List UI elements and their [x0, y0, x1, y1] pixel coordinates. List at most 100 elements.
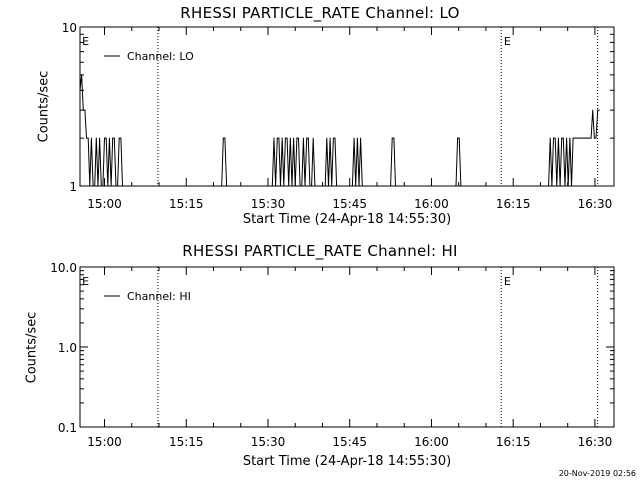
plot1-data-point — [549, 137, 551, 139]
plot1-data-point — [557, 137, 559, 139]
plot1-data-point — [457, 137, 459, 139]
plot1-data-point — [326, 137, 328, 139]
plot2-xtick-label: 16:15 — [496, 435, 531, 449]
plot1-data-point — [120, 137, 122, 139]
plot1-data-point — [82, 109, 84, 111]
plot2-ytick-label: 0.1 — [58, 421, 77, 435]
plot1-data-point — [324, 185, 326, 187]
plot1-data-point — [304, 185, 306, 187]
plot1-data-point — [394, 185, 396, 187]
plot1-data-point — [226, 185, 228, 187]
plot1-data-point — [598, 109, 600, 111]
plot1-data-point — [334, 137, 336, 139]
plot1-data-point — [566, 137, 568, 139]
plot2-legend-label: Channel: HI — [127, 290, 191, 303]
plot1-data-point — [86, 137, 88, 139]
plot1-data-point — [95, 137, 97, 139]
plot1-data-point — [556, 185, 558, 187]
plot1-data-point — [110, 185, 112, 187]
plot1-data-point — [309, 185, 311, 187]
plot1-data-point — [115, 185, 117, 187]
plot1-data-point — [221, 185, 223, 187]
plot1-series-line — [79, 74, 600, 187]
plot1-data-point — [361, 185, 363, 187]
plot1-data-point — [331, 185, 333, 187]
plot1-data-point — [84, 109, 86, 111]
plot2-ytick-label: 10.0 — [50, 261, 77, 275]
plot1-data-point — [595, 137, 597, 139]
plot1-data-point — [108, 137, 110, 139]
plot1-data-point — [222, 137, 224, 139]
plot2-ytick-label: 1.0 — [58, 341, 77, 355]
plot1-data-point — [575, 137, 577, 139]
plot2-event-marker: E — [82, 275, 89, 288]
plot1-data-point — [460, 185, 462, 187]
plot1-data-point — [390, 185, 392, 187]
plot1-data-point — [302, 137, 304, 139]
plot1-data-point — [278, 137, 280, 139]
plot1-data-point — [87, 137, 89, 139]
plot1-data-point — [548, 185, 550, 187]
plot1-data-point — [273, 137, 275, 139]
plot1-data-point — [224, 137, 226, 139]
plot1-data-point — [327, 185, 329, 187]
plot1-data-point — [455, 185, 457, 187]
plot1-xtick-label: 15:00 — [87, 197, 122, 211]
plot1-data-point — [280, 185, 282, 187]
plot1-data-point — [286, 137, 288, 139]
plot1-data-point — [81, 74, 83, 76]
plot1-data-point — [569, 137, 571, 139]
plot1-data-point — [97, 185, 99, 187]
plot2-xtick-label: 15:15 — [169, 435, 204, 449]
plot1-data-point — [579, 137, 581, 139]
plot1-data-point — [587, 137, 589, 139]
plot1-data-point — [104, 137, 106, 139]
plot1-data-point — [559, 185, 561, 187]
plot1-data-point — [588, 137, 590, 139]
plot1-title: RHESSI PARTICLE_RATE Channel: LO — [180, 4, 460, 22]
plot1-data-point — [585, 137, 587, 139]
plot1-data-point — [337, 185, 339, 187]
plot1-data-point — [100, 185, 102, 187]
plot1-data-point — [281, 137, 283, 139]
plot2-xtick-label: 15:00 — [87, 435, 122, 449]
plot1-legend-label: Channel: LO — [127, 50, 194, 63]
plot1-data-point — [113, 137, 115, 139]
plot1-data-point — [89, 185, 91, 187]
plot1-event-marker: E — [82, 35, 89, 48]
plot1-data-point — [593, 137, 595, 139]
plot1-xtick-label: 16:00 — [414, 197, 449, 211]
plot1-data-point — [353, 137, 355, 139]
plot1-data-point — [99, 137, 101, 139]
plot1-ytick-label: 10 — [62, 21, 77, 35]
plot1-xlabel: Start Time (24-Apr-18 14:55:30) — [242, 212, 452, 227]
plot1-data-point — [592, 109, 594, 111]
plot1-xtick-label: 15:30 — [251, 197, 286, 211]
plot1-data-point — [306, 137, 308, 139]
plot1-data-point — [79, 89, 81, 91]
plot1-data-point — [102, 185, 104, 187]
plot1-data-point — [294, 185, 296, 187]
plot1-data-point — [363, 185, 365, 187]
plot1-data-point — [92, 185, 94, 187]
plot1-data-point — [562, 137, 564, 139]
plot1-data-point — [118, 137, 120, 139]
plot1-data-point — [360, 137, 362, 139]
plot1-data-point — [299, 185, 301, 187]
plot1-data-point — [339, 185, 341, 187]
plot1-xtick-label: 15:45 — [332, 197, 367, 211]
plot1-xtick-label: 15:15 — [169, 197, 204, 211]
plot1-data-point — [307, 137, 309, 139]
plot1-data-point — [275, 185, 277, 187]
plot2-xtick-label: 15:45 — [332, 435, 367, 449]
plot1-data-point — [271, 185, 273, 187]
plot1-data-point — [314, 185, 316, 187]
plot1-data-point — [582, 137, 584, 139]
plot1-data-point — [329, 137, 331, 139]
plot1-data-point — [315, 185, 317, 187]
plot1-data-point — [276, 137, 278, 139]
plot1-data-point — [289, 137, 291, 139]
plot1-data-point — [105, 137, 107, 139]
plot1-data-point — [122, 185, 124, 187]
